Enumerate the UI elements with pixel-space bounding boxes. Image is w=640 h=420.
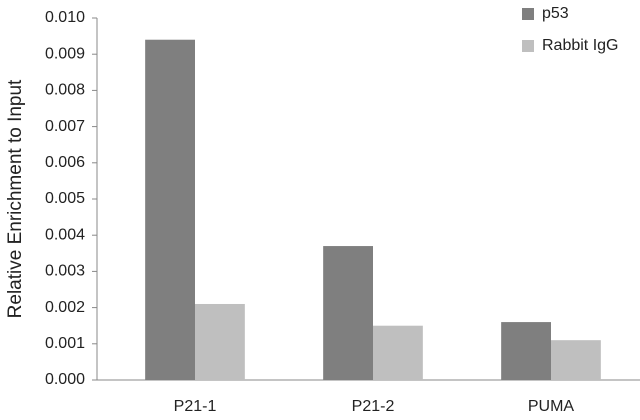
legend-swatch [522,8,534,20]
y-tick-label: 0.004 [45,226,85,243]
y-tick-label: 0.001 [45,335,85,352]
bar [373,325,423,380]
y-tick-label: 0.006 [45,154,85,171]
bar [551,340,601,380]
x-tick-label: P21-1 [174,398,217,415]
bar [145,39,195,380]
y-tick-label: 0.010 [45,9,85,26]
y-tick-label: 0.003 [45,263,85,280]
bar [195,303,245,380]
y-tick-label: 0.005 [45,190,85,207]
legend-label: Rabbit IgG [542,37,618,54]
y-tick-label: 0.002 [45,299,85,316]
bar [323,246,373,380]
bar [501,322,551,380]
x-tick-label: P21-2 [352,398,395,415]
y-tick-label: 0.000 [45,371,85,388]
y-tick-label: 0.007 [45,118,85,135]
y-axis-title: Relative Enrichment to Input [5,79,26,318]
legend-swatch [522,40,534,52]
legend-label: p53 [542,5,569,22]
y-tick-label: 0.009 [45,45,85,62]
y-tick-label: 0.008 [45,82,85,99]
x-tick-label: PUMA [528,398,575,415]
